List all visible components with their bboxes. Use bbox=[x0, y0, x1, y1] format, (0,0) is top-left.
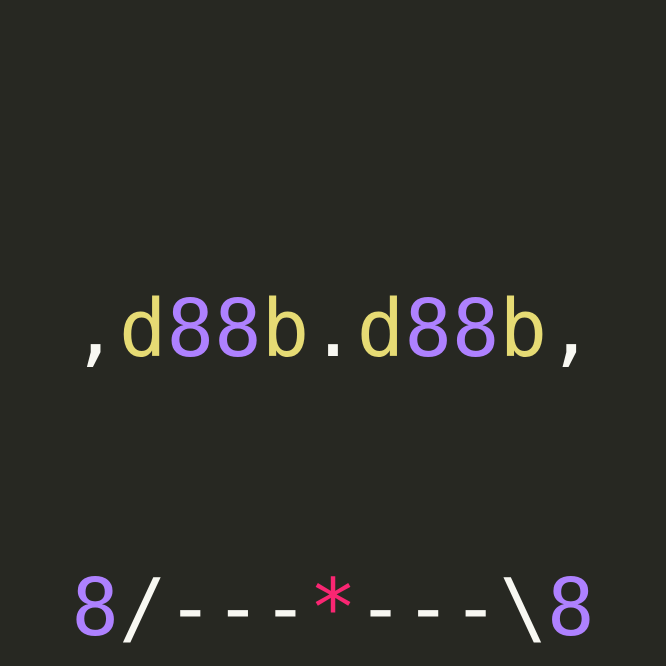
art-segment: , bbox=[547, 283, 595, 375]
art-segment: 8 bbox=[71, 562, 119, 654]
art-segment: , bbox=[71, 283, 119, 375]
art-segment: /--- bbox=[118, 562, 310, 654]
ascii-heart-art: ,d88b.d88b, 8/---*---\8 `\'EVOL'$/' `V88… bbox=[0, 97, 666, 666]
art-segment: b bbox=[499, 283, 548, 375]
art-segment: b bbox=[261, 283, 310, 375]
art-segment: 88 bbox=[166, 283, 262, 375]
art-segment: 8 bbox=[547, 562, 595, 654]
art-segment: ---\ bbox=[356, 562, 548, 654]
art-segment: d bbox=[118, 283, 167, 375]
art-line-1: ,d88b.d88b, bbox=[0, 283, 666, 376]
art-segment: * bbox=[309, 562, 357, 654]
art-segment: d bbox=[356, 283, 405, 375]
art-line-2: 8/---*---\8 bbox=[0, 562, 666, 655]
art-segment: 88 bbox=[404, 283, 500, 375]
art-segment: . bbox=[309, 283, 357, 375]
